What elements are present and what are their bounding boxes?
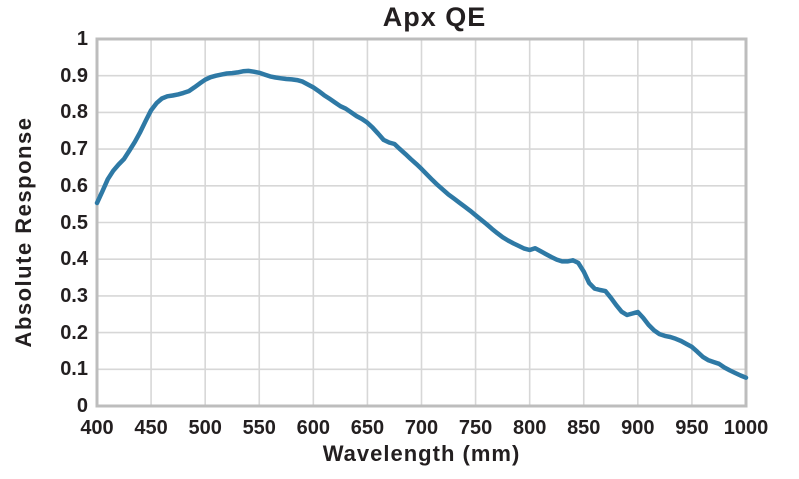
x-tick-label: 1000 xyxy=(723,417,769,439)
x-tick-label: 400 xyxy=(80,417,114,439)
x-tick-label: 950 xyxy=(675,417,709,439)
x-tick-label: 850 xyxy=(567,417,601,439)
x-tick-label: 450 xyxy=(134,417,168,439)
y-tick-label: 0 xyxy=(76,395,88,417)
plot-frame xyxy=(95,37,748,408)
qe-curve xyxy=(94,68,749,380)
y-tick-label: 0.8 xyxy=(60,101,88,124)
x-tick-label: 500 xyxy=(188,417,222,439)
chart-title: Apx QE xyxy=(382,2,487,32)
x-axis-title: Wavelength (mm) xyxy=(322,441,521,466)
x-tick-label: 800 xyxy=(512,417,547,439)
y-tick-label: 0.5 xyxy=(60,211,88,234)
y-tick-label: 0.6 xyxy=(60,174,88,197)
x-tick-label: 650 xyxy=(350,417,385,439)
y-tick-label: 0.1 xyxy=(60,358,88,381)
y-tick-label: 0.9 xyxy=(60,64,88,87)
x-tick-label: 700 xyxy=(404,417,439,439)
y-tick-label: 0.2 xyxy=(60,321,88,344)
x-tick-label: 750 xyxy=(458,417,493,439)
y-tick-label: 0.7 xyxy=(60,138,88,161)
y-tick-label: 1 xyxy=(76,28,88,50)
y-tick-label: 0.4 xyxy=(60,248,88,271)
x-tick-label: 550 xyxy=(242,417,276,439)
y-tick-label: 0.3 xyxy=(60,284,88,307)
x-tick-label: 600 xyxy=(296,417,331,439)
x-tick-label: 900 xyxy=(621,417,655,439)
